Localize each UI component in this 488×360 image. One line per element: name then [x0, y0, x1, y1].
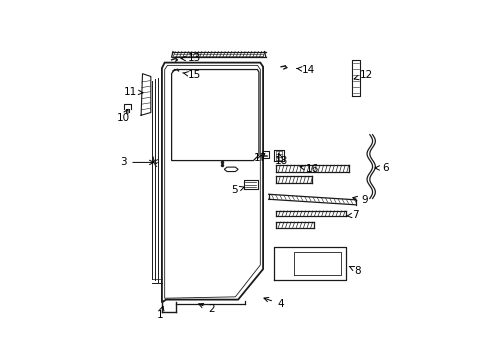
Text: 2: 2	[198, 303, 215, 314]
Text: 1: 1	[157, 306, 163, 320]
Text: 7: 7	[346, 210, 358, 220]
Text: 18: 18	[274, 153, 287, 166]
Text: 17: 17	[253, 153, 266, 163]
Text: 15: 15	[183, 70, 201, 80]
Text: 9: 9	[352, 195, 367, 205]
Text: 5: 5	[231, 185, 244, 195]
Text: 13: 13	[181, 53, 201, 63]
Text: 4: 4	[264, 297, 283, 309]
Text: 14: 14	[296, 64, 314, 75]
Text: 12: 12	[353, 70, 373, 80]
Text: 11: 11	[123, 87, 142, 97]
Text: 3: 3	[121, 157, 154, 167]
Text: 16: 16	[300, 164, 319, 174]
Text: 10: 10	[116, 109, 129, 123]
Text: 8: 8	[348, 266, 361, 275]
Text: 6: 6	[374, 163, 388, 173]
